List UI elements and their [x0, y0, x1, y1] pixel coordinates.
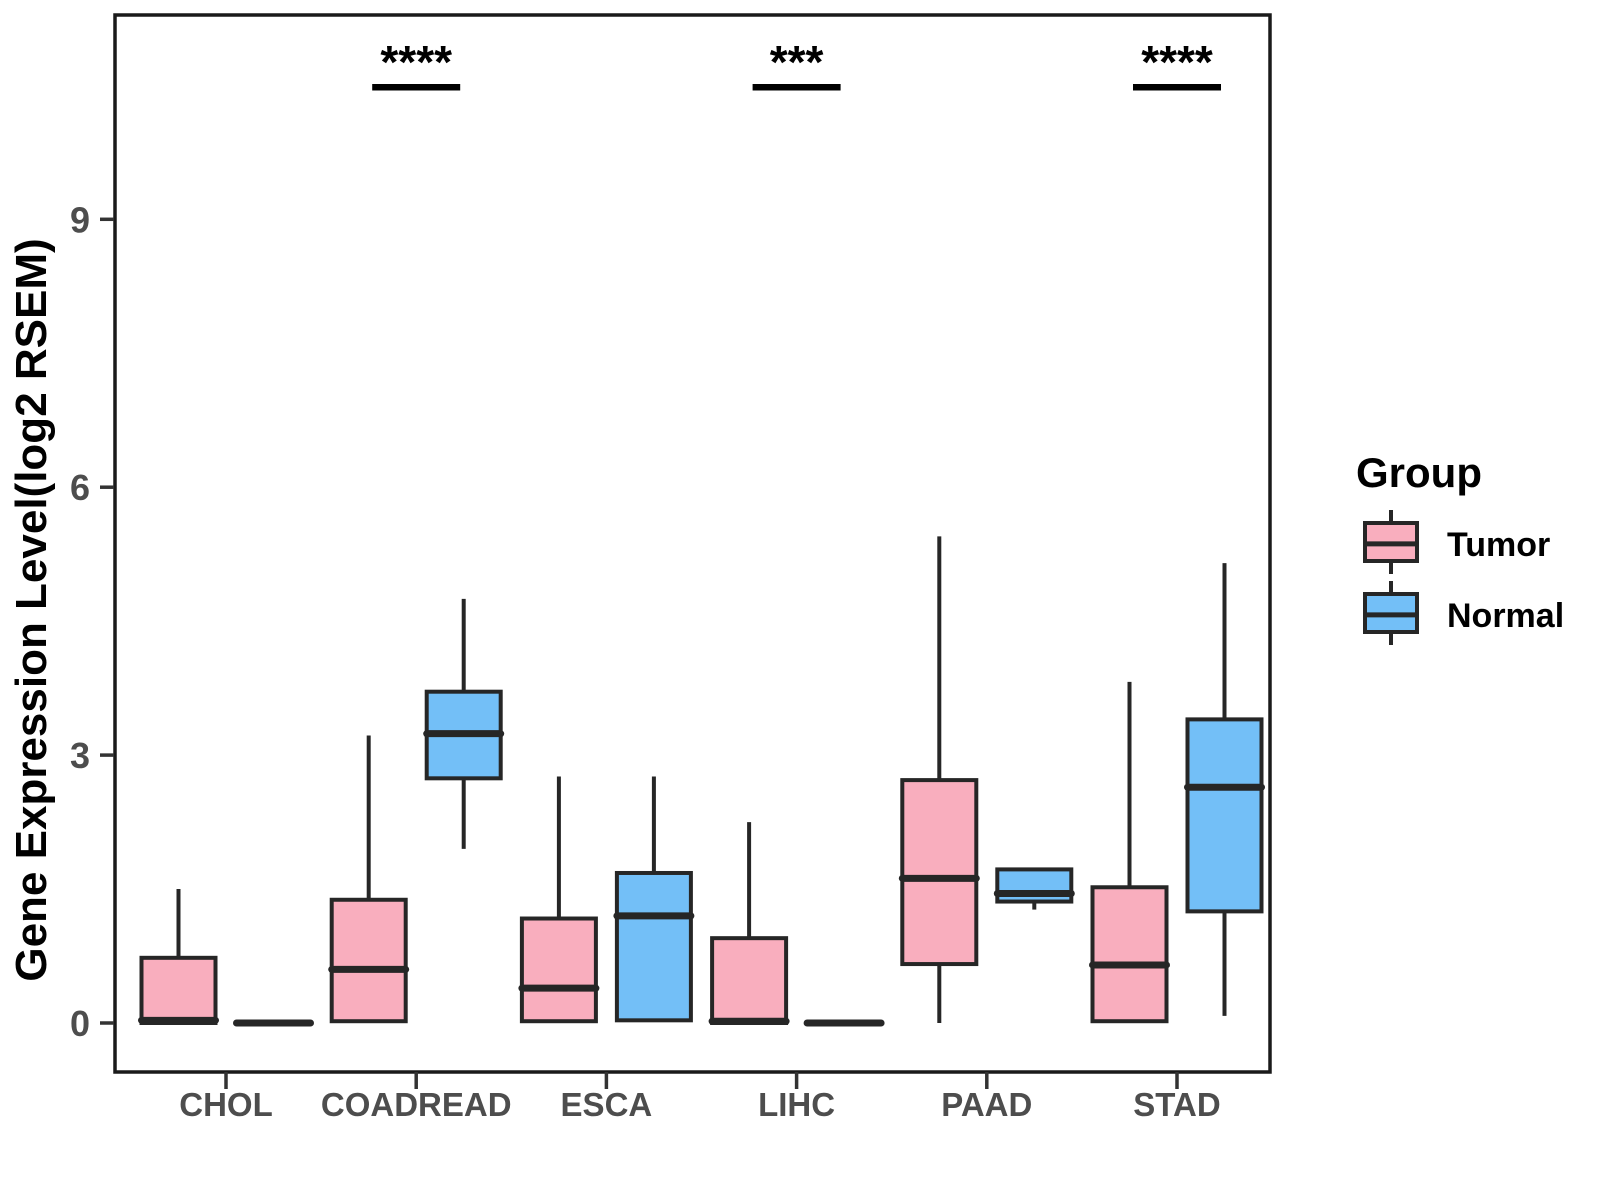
legend-entry-tumor: Tumor — [1363, 510, 1550, 574]
y-tick-label-6: 6 — [70, 467, 90, 508]
y-axis: 0 3 6 9 — [70, 199, 114, 1044]
sig-stars: *** — [770, 36, 824, 88]
boxplot-Normal-COADREAD — [423, 598, 505, 849]
iqr-box — [1090, 885, 1169, 1024]
x-tick-label-COADREAD: COADREAD — [321, 1086, 512, 1123]
iqr-box — [614, 870, 693, 1023]
iqr-box — [329, 897, 408, 1024]
y-tick-label-9: 9 — [70, 199, 90, 240]
x-tick-label-PAAD: PAAD — [941, 1086, 1032, 1123]
x-tick-label-LIHC: LIHC — [758, 1086, 835, 1123]
x-tick-label-ESCA: ESCA — [561, 1086, 653, 1123]
legend: Group Tumor Normal — [1356, 449, 1564, 645]
y-axis-title: Gene Expression Level(log2 RSEM) — [7, 238, 56, 981]
boxplots — [138, 536, 1265, 1027]
significance-annotations: **** *** **** — [372, 36, 1221, 91]
legend-label: Tumor — [1447, 526, 1550, 564]
sig-annotation-LIHC: *** — [752, 36, 841, 91]
iqr-box — [139, 955, 218, 1025]
boxplot-Normal-PAAD — [993, 867, 1075, 910]
x-axis: CHOL COADREAD ESCA LIHC PAAD STAD — [179, 1072, 1221, 1123]
x-tick-label-CHOL: CHOL — [179, 1086, 273, 1123]
iqr-box — [900, 778, 979, 967]
legend-entries: Tumor Normal — [1363, 510, 1564, 645]
sig-bar — [752, 84, 841, 91]
boxplot-Tumor-STAD — [1089, 681, 1170, 1024]
sig-annotation-STAD: **** — [1133, 36, 1221, 91]
legend-title: Group — [1356, 449, 1482, 496]
boxplot-Normal-STAD — [1184, 563, 1265, 1016]
x-tick-label-STAD: STAD — [1133, 1086, 1220, 1123]
boxplot-Normal-ESCA — [613, 776, 695, 1023]
boxplot-Tumor-ESCA — [518, 776, 600, 1024]
y-tick-label-0: 0 — [70, 1003, 90, 1044]
boxplot-Tumor-PAAD — [898, 536, 980, 1023]
boxplot-Tumor-COADREAD — [328, 735, 410, 1024]
sig-stars: **** — [380, 36, 452, 88]
sig-stars: **** — [1141, 36, 1213, 88]
iqr-box — [710, 936, 789, 1025]
y-tick-label-3: 3 — [70, 735, 90, 776]
sig-bar — [1133, 84, 1221, 91]
sig-bar — [372, 84, 461, 91]
boxplot-Tumor-LIHC — [708, 822, 790, 1025]
legend-entry-normal: Normal — [1363, 581, 1564, 645]
boxplot-Tumor-CHOL — [138, 889, 219, 1025]
sig-annotation-COADREAD: **** — [372, 36, 461, 91]
iqr-box — [519, 916, 598, 1024]
iqr-box — [1185, 717, 1264, 914]
legend-label: Normal — [1447, 597, 1564, 635]
